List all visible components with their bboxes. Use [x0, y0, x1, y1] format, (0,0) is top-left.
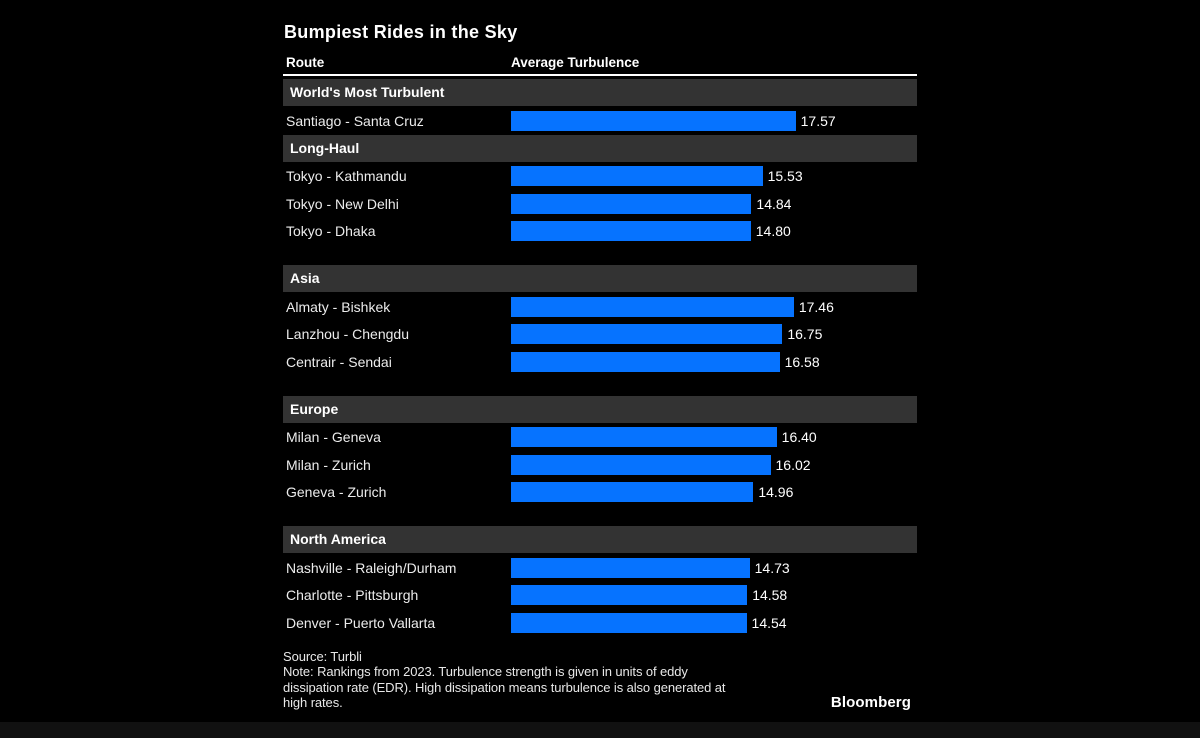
- table-row: Tokyo - Kathmandu 15.53: [283, 163, 917, 191]
- table-row: Tokyo - New Delhi 14.84: [283, 190, 917, 218]
- section-header: Long-Haul: [283, 134, 917, 162]
- bar-area: 14.84: [511, 193, 916, 214]
- turbulence-bar: [511, 193, 752, 214]
- turbulence-bar: [511, 166, 763, 187]
- table-row: Nashville - Raleigh/Durham 14.73: [283, 554, 917, 582]
- table-row: Milan - Geneva 16.40: [283, 424, 917, 452]
- chart-section: World's Most Turbulent Santiago - Santa C…: [283, 79, 917, 135]
- section-header: World's Most Turbulent: [283, 79, 917, 106]
- bar-area: 16.75: [511, 324, 916, 345]
- value-label: 14.73: [754, 559, 790, 576]
- chart-sections: World's Most Turbulent Santiago - Santa C…: [283, 79, 917, 637]
- route-label: Milan - Zurich: [286, 456, 371, 473]
- route-label: Denver - Puerto Vallarta: [286, 614, 436, 631]
- bar-area: 14.54: [511, 612, 916, 633]
- value-label: 14.54: [751, 614, 787, 631]
- table-row: Tokyo - Dhaka 14.80: [283, 218, 917, 246]
- turbulence-bar: [511, 296, 794, 317]
- bar-area: 14.96: [511, 482, 916, 503]
- bar-area: 14.80: [511, 221, 916, 242]
- chart-section: Long-Haul Tokyo - Kathmandu 15.53 Tokyo - N…: [283, 134, 917, 246]
- table-row: Lanzhou - Chengdu 16.75: [283, 321, 917, 349]
- value-label: 16.75: [787, 326, 823, 343]
- value-label: 14.80: [755, 223, 791, 240]
- value-label: 16.40: [781, 429, 817, 446]
- table-row: Geneva - Zurich 14.96: [283, 479, 917, 507]
- route-label: Tokyo - Kathmandu: [286, 168, 407, 185]
- column-header-route: Route: [286, 55, 325, 70]
- bar-area: 16.02: [511, 454, 916, 475]
- section-header: Asia: [283, 265, 917, 292]
- route-label: Charlotte - Pittsburgh: [286, 587, 419, 604]
- value-label: 14.96: [758, 484, 794, 501]
- bar-area: 16.58: [511, 351, 916, 372]
- turbulence-bar: [511, 427, 777, 448]
- route-label: Santiago - Santa Cruz: [286, 112, 424, 129]
- section-header: North America: [283, 526, 917, 553]
- turbulence-bar: [511, 454, 771, 475]
- turbulence-bar: [511, 557, 750, 578]
- turbulence-chart: Bumpiest Rides in the Sky Route Average …: [283, 10, 917, 711]
- column-headers: Route Average Turbulence: [283, 55, 917, 71]
- bloomberg-logo: Bloomberg: [830, 694, 911, 712]
- bottom-strip: [0, 722, 1200, 738]
- chart-section: Asia Almaty - Bishkek 17.46 Lanzhou - Cheng…: [283, 265, 917, 376]
- route-label: Milan - Geneva: [286, 429, 381, 446]
- table-row: Centrair - Sendai 16.58: [283, 348, 917, 376]
- route-label: Tokyo - New Delhi: [286, 195, 399, 212]
- bar-area: 16.40: [511, 427, 916, 448]
- table-row: Charlotte - Pittsburgh 14.58: [283, 582, 917, 610]
- chart-section: Europe Milan - Geneva 16.40 Milan - Zurich 1…: [283, 395, 917, 507]
- value-label: 14.84: [756, 195, 792, 212]
- turbulence-bar: [511, 351, 780, 372]
- chart-footer: Source: Turbli Note: Rankings from 2023.…: [283, 649, 917, 711]
- turbulence-bar: [511, 612, 747, 633]
- value-label: 16.58: [784, 353, 820, 370]
- table-row: Milan - Zurich 16.02: [283, 451, 917, 479]
- source-text: Source: Turbli: [283, 648, 362, 664]
- turbulence-bar: [511, 110, 796, 131]
- chart-title: Bumpiest Rides in the Sky: [284, 22, 518, 42]
- bar-area: 15.53: [511, 166, 916, 187]
- value-label: 17.57: [800, 112, 836, 129]
- section-header: Europe: [283, 395, 917, 423]
- value-label: 14.58: [752, 587, 788, 604]
- value-label: 16.02: [775, 456, 811, 473]
- turbulence-bar: [511, 482, 754, 503]
- turbulence-bar: [511, 221, 751, 242]
- route-label: Lanzhou - Chengdu: [286, 326, 409, 343]
- route-label: Nashville - Raleigh/Durham: [286, 559, 457, 576]
- column-header-average-turbulence: Average Turbulence: [511, 55, 640, 70]
- bar-area: 17.57: [511, 110, 916, 131]
- bar-area: 17.46: [511, 296, 916, 317]
- route-label: Geneva - Zurich: [286, 484, 387, 501]
- header-divider: [283, 74, 917, 76]
- bar-area: 14.58: [511, 585, 916, 606]
- value-label: 15.53: [767, 168, 803, 185]
- table-row: Almaty - Bishkek 17.46: [283, 293, 917, 321]
- note-text: Note: Rankings from 2023. Turbulence str…: [283, 664, 726, 711]
- bar-area: 14.73: [511, 557, 916, 578]
- table-row: Santiago - Santa Cruz 17.57: [283, 107, 917, 135]
- chart-section: North America Nashville - Raleigh/Durham 1…: [283, 526, 917, 637]
- route-label: Centrair - Sendai: [286, 353, 392, 370]
- table-row: Denver - Puerto Vallarta 14.54: [283, 609, 917, 637]
- value-label: 17.46: [798, 298, 834, 315]
- route-label: Tokyo - Dhaka: [286, 223, 376, 240]
- turbulence-bar: [511, 585, 748, 606]
- turbulence-bar: [511, 324, 783, 345]
- route-label: Almaty - Bishkek: [286, 298, 391, 315]
